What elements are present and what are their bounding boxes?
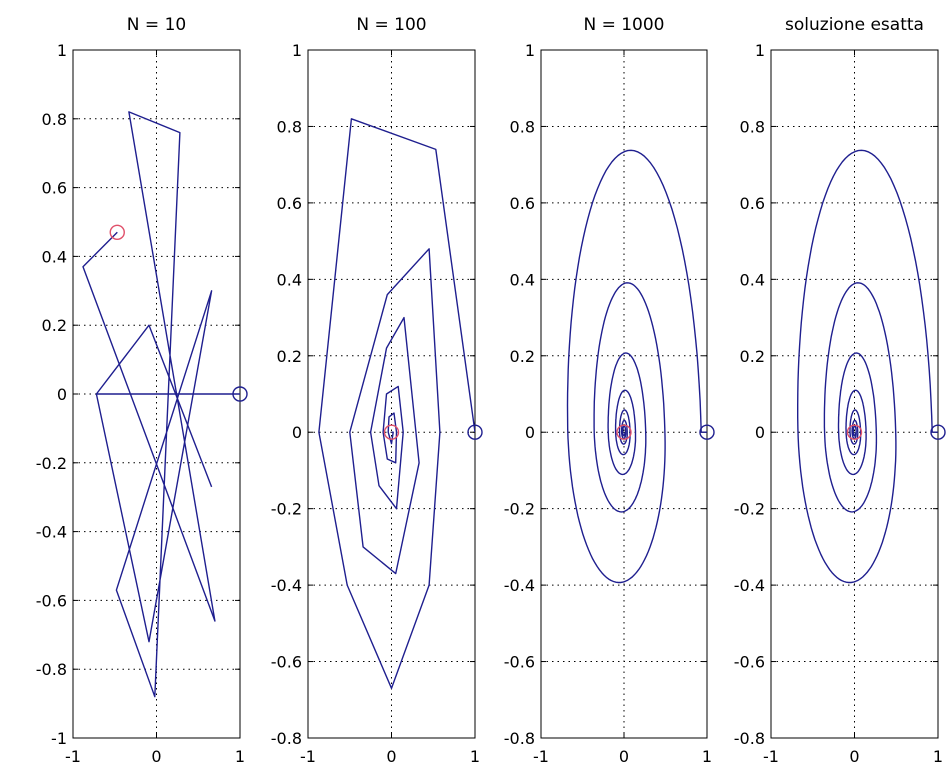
y-tick-label: -0.4 <box>734 576 765 595</box>
subplot-4: -0.8 -0.6 -0.4 -0.2 0 0.2 0.4 0.6 0.8 1 -1 0 1 soluzi… <box>734 15 946 766</box>
subplot-title: N = 10 <box>127 15 186 35</box>
x-tick-label: 0 <box>151 747 161 766</box>
x-tick-label: 0 <box>849 747 859 766</box>
subplot-3: -0.8 -0.6 -0.4 -0.2 0 0.2 0.4 0.6 0.8 1 -1 0 1 N = 10… <box>504 15 715 766</box>
y-tick-label: 0.6 <box>740 194 765 213</box>
y-tick-label: -0.4 <box>36 523 67 542</box>
y-tick-label: -0.8 <box>36 660 67 679</box>
x-tick-label: 1 <box>702 747 712 766</box>
x-tick-label: 1 <box>933 747 943 766</box>
y-tick-label: 1 <box>755 41 765 60</box>
start-marker <box>930 424 946 440</box>
x-tick-label: -1 <box>65 747 81 766</box>
x-tick-label: 1 <box>470 747 480 766</box>
y-tick-label: -0.2 <box>504 500 535 519</box>
y-tick-label: 0.6 <box>510 194 535 213</box>
trajectory-line <box>566 149 707 584</box>
axes-box <box>540 49 708 739</box>
plot-area <box>318 118 475 689</box>
y-tick-label: -0.2 <box>36 454 67 473</box>
y-tick-label: -0.6 <box>504 653 535 672</box>
y-tick-label: 0.8 <box>277 117 302 136</box>
x-tick-label: -1 <box>300 747 316 766</box>
y-tick-label: 0 <box>525 423 535 442</box>
y-tick-label: 0.2 <box>510 347 535 366</box>
y-tick-label: -0.8 <box>734 729 765 748</box>
start-marker <box>232 386 248 402</box>
y-tick-label: -0.6 <box>271 653 302 672</box>
y-tick-label: 0 <box>57 385 67 404</box>
x-tick-label: -1 <box>533 747 549 766</box>
subplot-2: -0.8 -0.6 -0.4 -0.2 0 0.2 0.4 0.6 0.8 1 -1 0 1 N = 10… <box>271 15 483 766</box>
y-tick-label: -0.4 <box>504 576 535 595</box>
y-tick-label: 1 <box>292 41 302 60</box>
y-tick-label: 0.4 <box>42 247 67 266</box>
y-tick-label: -0.8 <box>271 729 302 748</box>
y-tick-label: -0.2 <box>734 500 765 519</box>
y-tick-label: -0.6 <box>734 653 765 672</box>
end-marker <box>616 424 632 440</box>
plot-area <box>82 111 240 698</box>
y-tick-label: -1 <box>51 729 67 748</box>
y-tick-label: 0.2 <box>42 316 67 335</box>
axes-box <box>770 49 939 739</box>
end-marker <box>383 424 400 440</box>
y-tick-label: 0.4 <box>510 270 535 289</box>
subplot-title: N = 1000 <box>583 15 664 35</box>
x-tick-label: 0 <box>386 747 396 766</box>
y-tick-label: 0.2 <box>740 347 765 366</box>
start-marker <box>699 424 715 440</box>
y-tick-label: 0.2 <box>277 347 302 366</box>
y-tick-label: 0.4 <box>740 270 765 289</box>
y-tick-label: -0.2 <box>271 500 302 519</box>
plot-area <box>797 149 938 584</box>
x-tick-label: 0 <box>619 747 629 766</box>
axes-box <box>307 49 476 739</box>
y-tick-label: 0.8 <box>510 117 535 136</box>
subplot-title: soluzione esatta <box>785 15 924 35</box>
y-tick-label: 0.8 <box>740 117 765 136</box>
y-tick-label: 0 <box>292 423 302 442</box>
y-tick-label: 0 <box>755 423 765 442</box>
y-tick-label: 0.8 <box>42 110 67 129</box>
plot-area <box>566 149 707 584</box>
y-tick-label: 1 <box>525 41 535 60</box>
trajectory-line <box>82 111 240 698</box>
subplot-title: N = 100 <box>356 15 426 35</box>
x-tick-label: -1 <box>763 747 779 766</box>
y-tick-label: 1 <box>57 41 67 60</box>
y-tick-label: 0.6 <box>42 179 67 198</box>
y-tick-label: 0.4 <box>277 270 302 289</box>
end-marker <box>846 424 863 440</box>
trajectory-line <box>797 149 938 584</box>
trajectory-line <box>95 324 213 488</box>
y-tick-label: -0.6 <box>36 591 67 610</box>
y-tick-label: -0.4 <box>271 576 302 595</box>
y-tick-label: 0.6 <box>277 194 302 213</box>
y-tick-label: -0.8 <box>504 729 535 748</box>
start-marker <box>467 424 483 440</box>
end-marker <box>109 224 125 241</box>
trajectory-line <box>318 118 475 689</box>
x-tick-label: 1 <box>235 747 245 766</box>
subplot-1: -1 -0.8 -0.6 -0.4 -0.2 0 0.2 0.4 0.6 0.8 1 -1 0 1 N = … <box>36 15 248 766</box>
